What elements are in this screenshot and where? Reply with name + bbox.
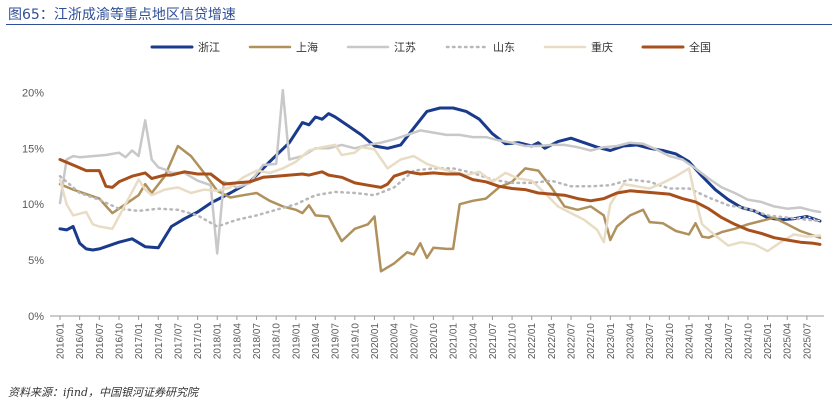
x-tick-label: 2020/10 <box>429 323 440 360</box>
series-line-3 <box>58 88 822 255</box>
x-tick-label: 2022/01 <box>527 323 538 360</box>
x-tick-label: 2021/10 <box>508 323 519 360</box>
series-line-2 <box>58 144 822 273</box>
x-tick-label: 2019/10 <box>350 323 361 360</box>
figure-title: 图65：江浙成渝等重点地区信贷增速 <box>8 7 236 23</box>
x-tick-label: 2022/04 <box>547 323 558 360</box>
x-tick-label: 2024/01 <box>684 323 695 360</box>
x-axis: 2016/01 2016/04 2016/07 2016/10 2017/01 2017/… <box>50 315 824 360</box>
x-tick-label: 2016/07 <box>95 323 106 360</box>
x-tick-label: 2017/10 <box>193 323 204 360</box>
series-line-5 <box>58 143 822 253</box>
series-lines <box>58 88 822 273</box>
y-axis: 0% 5% 10% 15% 20% <box>22 87 44 323</box>
x-tick-label: 2018/04 <box>232 323 243 360</box>
x-tick-label: 2022/10 <box>586 323 597 360</box>
line-chart: 浙江 上海 江苏 山东 重庆 全国 0%5%10%15%20% 2016/01 2016/0… <box>22 40 824 360</box>
legend-label-2: 上海 <box>296 40 318 54</box>
y-tick-label: 20% <box>22 87 44 99</box>
x-tick-label: 2020/07 <box>409 323 420 360</box>
legend-label-4: 山东 <box>493 41 515 54</box>
legend-label-6: 全国 <box>689 40 711 54</box>
legend-label-1: 浙江 <box>198 41 220 54</box>
x-tick-label: 2018/07 <box>252 323 263 360</box>
series-line-6 <box>58 158 822 246</box>
x-tick-label: 2020/04 <box>390 323 401 360</box>
title-underline <box>6 24 832 25</box>
x-tick-label: 2023/01 <box>606 323 617 360</box>
x-tick-label: 2025/07 <box>802 323 813 360</box>
x-tick-label: 2024/10 <box>743 323 754 360</box>
x-tick-label: 2016/04 <box>75 323 86 360</box>
y-tick-label: 0% <box>28 311 44 323</box>
x-tick-label: 2022/07 <box>567 323 578 360</box>
chart-legend: 浙江 上海 江苏 山东 重庆 全国 <box>150 40 711 54</box>
legend-label-3: 江苏 <box>394 41 416 54</box>
series-line-1 <box>58 106 822 252</box>
x-tick-label: 2025/01 <box>763 323 774 360</box>
x-tick-label: 2024/07 <box>724 323 735 360</box>
y-tick-label: 10% <box>22 199 44 211</box>
x-tick-label: 2024/04 <box>704 323 715 360</box>
y-tick-label: 15% <box>22 143 44 155</box>
x-tick-label: 2023/07 <box>645 323 656 360</box>
x-tick-label: 2021/01 <box>449 323 460 360</box>
x-tick-label: 2017/04 <box>154 323 165 360</box>
x-tick-label: 2025/04 <box>783 323 794 360</box>
x-tick-label: 2018/01 <box>213 323 224 360</box>
legend-label-5: 重庆 <box>591 40 613 54</box>
x-tick-label: 2017/07 <box>173 323 184 360</box>
x-tick-label: 2016/10 <box>114 323 125 360</box>
x-tick-label: 2023/10 <box>665 323 676 360</box>
x-tick-label: 2019/04 <box>311 323 322 360</box>
source-note: 资料来源：ifind，中国银河证券研究院 <box>8 386 198 399</box>
x-tick-label: 2023/04 <box>626 323 637 360</box>
x-tick-label: 2020/01 <box>370 323 381 360</box>
x-tick-label: 2021/07 <box>488 323 499 360</box>
x-tick-label: 2019/07 <box>331 323 342 360</box>
y-tick-label: 5% <box>28 255 44 267</box>
x-tick-label: 2017/01 <box>134 323 145 360</box>
x-tick-label: 2016/01 <box>56 323 67 360</box>
x-tick-label: 2021/04 <box>468 323 479 360</box>
x-tick-label: 2019/01 <box>291 323 302 360</box>
x-tick-label: 2018/10 <box>272 323 283 360</box>
